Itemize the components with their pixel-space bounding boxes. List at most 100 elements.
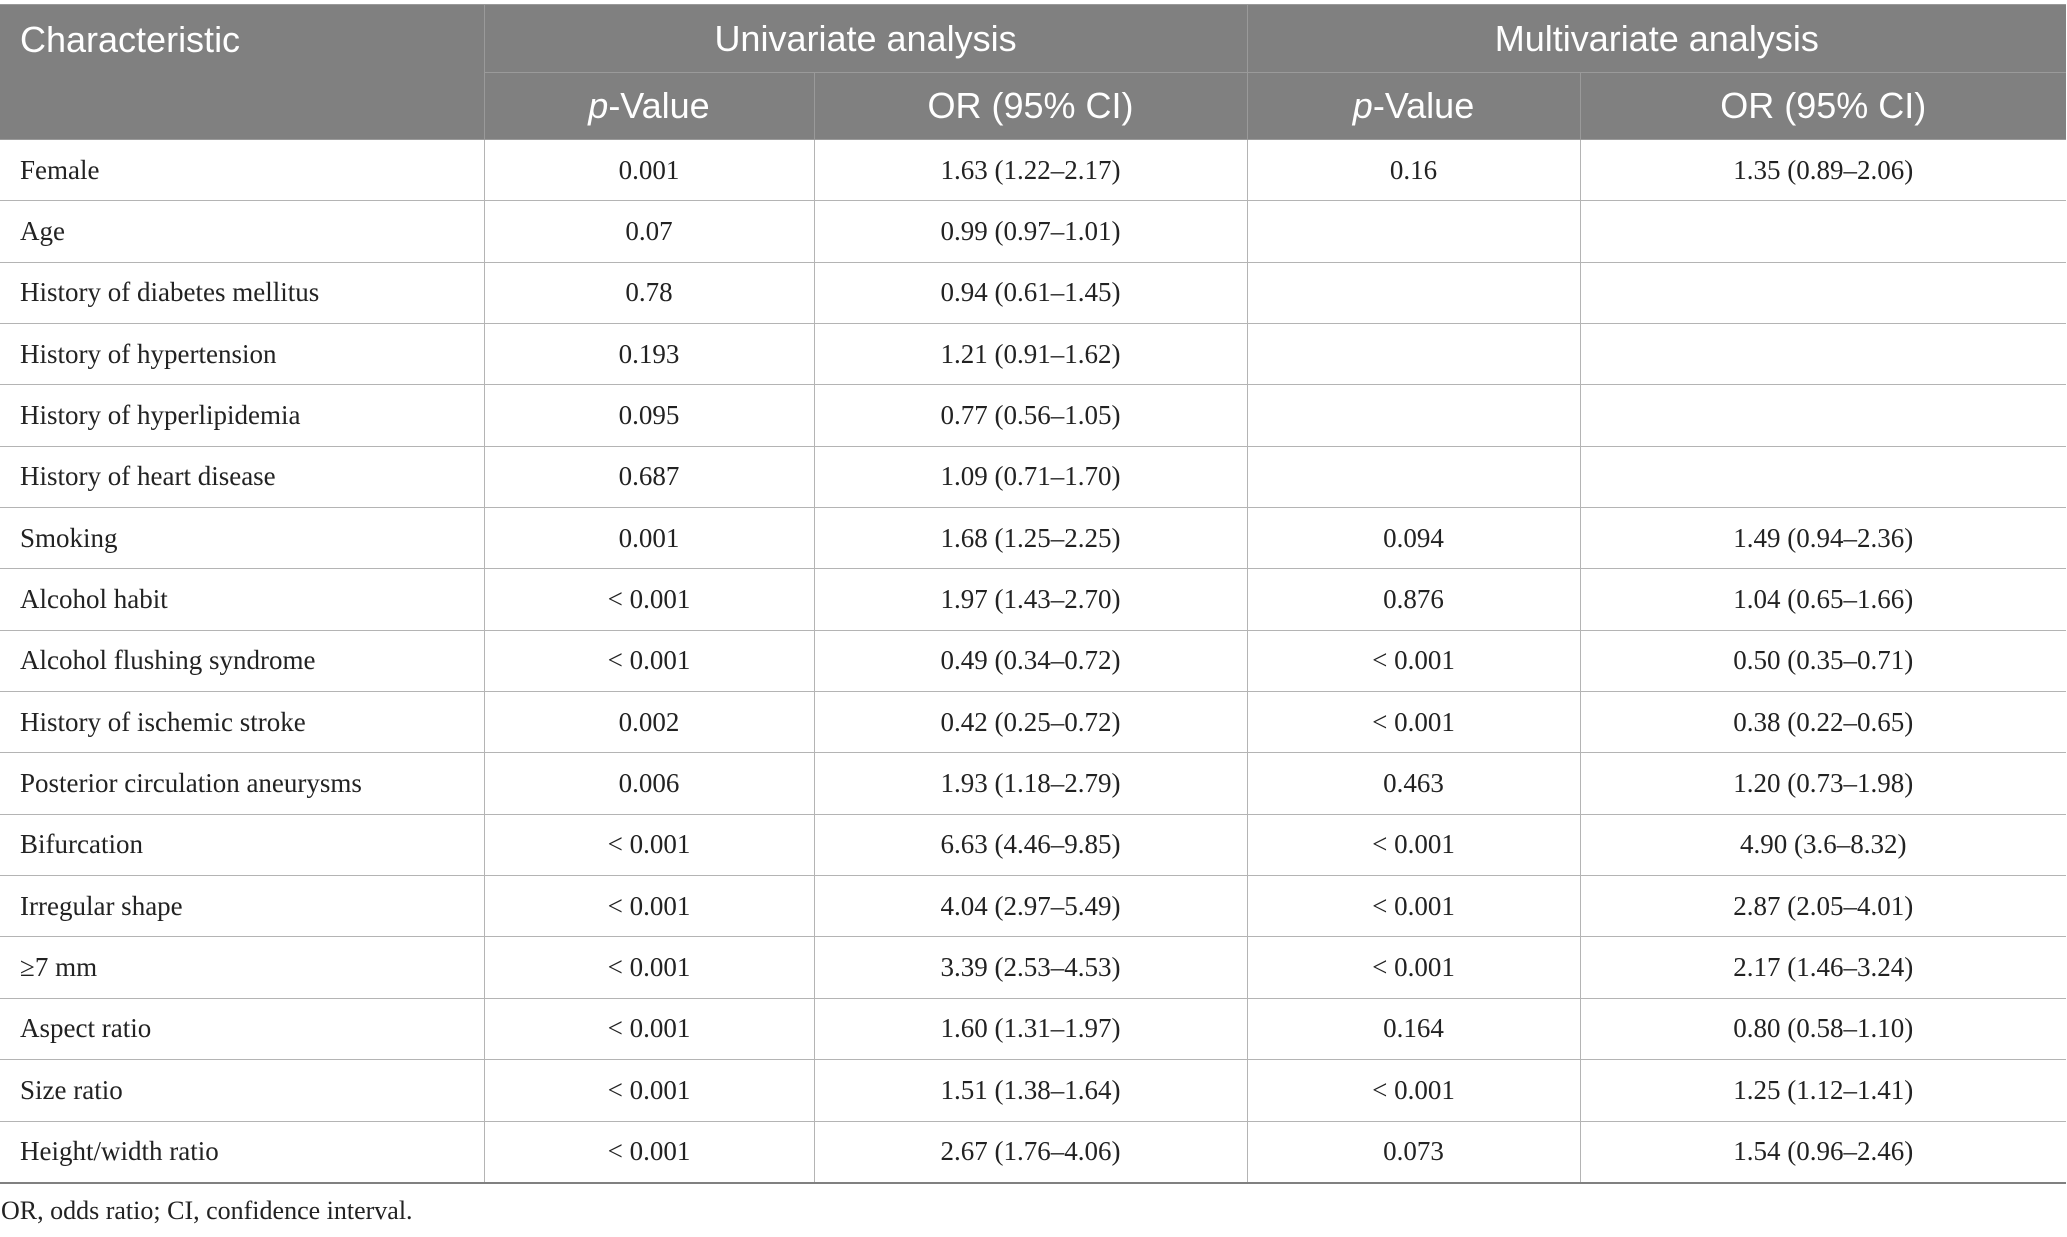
- cell-multivariate-p-value: 0.16: [1246, 138, 1581, 202]
- table-row: ≥7 mm < 0.001 3.39 (2.53–4.53) < 0.001 2.17 …: [0, 936, 2067, 999]
- cell-univariate-p-value: < 0.001: [483, 629, 815, 693]
- cell-univariate-p-value: 0.07: [483, 200, 815, 263]
- header-characteristic: Characteristic: [0, 4, 485, 140]
- header-univariate-or-ci: OR (95% CI): [813, 72, 1248, 140]
- cell-univariate-p-value: 0.002: [483, 691, 815, 754]
- cell-univariate-or-ci: 1.60 (1.31–1.97): [813, 997, 1248, 1061]
- cell-multivariate-p-value: [1246, 261, 1581, 325]
- cell-characteristic: History of hyperlipidemia: [0, 384, 485, 447]
- table-row: Smoking 0.001 1.68 (1.25–2.25) 0.094 1.49 (0…: [0, 507, 2067, 570]
- cell-multivariate-or-ci: [1579, 261, 2067, 325]
- table-row: Irregular shape < 0.001 4.04 (2.97–5.49) < …: [0, 875, 2067, 938]
- table-row: Height/width ratio < 0.001 2.67 (1.76–4.06…: [0, 1120, 2067, 1184]
- cell-multivariate-or-ci: [1579, 445, 2067, 509]
- cell-univariate-p-value: 0.095: [483, 384, 815, 447]
- table-row: Posterior circulation aneurysms 0.006 1.93…: [0, 752, 2067, 815]
- table-row: History of hyperlipidemia 0.095 0.77 (0.56…: [0, 384, 2067, 447]
- table-row: History of heart disease 0.687 1.09 (0.71–…: [0, 445, 2067, 509]
- cell-characteristic: Height/width ratio: [0, 1120, 485, 1184]
- header-multivariate-analysis: Multivariate analysis: [1246, 4, 2067, 73]
- table-row: Aspect ratio < 0.001 1.60 (1.31–1.97) 0.164…: [0, 997, 2067, 1061]
- cell-multivariate-p-value: < 0.001: [1246, 875, 1581, 938]
- cell-characteristic: History of diabetes mellitus: [0, 261, 485, 325]
- cell-multivariate-p-value: 0.876: [1246, 568, 1581, 631]
- cell-multivariate-or-ci: 4.90 (3.6–8.32): [1579, 813, 2067, 877]
- cell-multivariate-p-value: < 0.001: [1246, 629, 1581, 693]
- cell-univariate-or-ci: 1.97 (1.43–2.70): [813, 568, 1248, 631]
- results-table-container: Characteristic Univariate analysis Multi…: [0, 4, 2067, 1184]
- header-univariate-analysis: Univariate analysis: [483, 4, 1248, 73]
- cell-univariate-p-value: < 0.001: [483, 568, 815, 631]
- table-body: Female 0.001 1.63 (1.22–2.17) 0.16 1.35 (0.8…: [0, 138, 2067, 1184]
- cell-characteristic: History of hypertension: [0, 323, 485, 386]
- cell-characteristic: Posterior circulation aneurysms: [0, 752, 485, 815]
- cell-characteristic: Female: [0, 138, 485, 202]
- cell-multivariate-p-value: 0.094: [1246, 507, 1581, 570]
- cell-univariate-or-ci: 0.49 (0.34–0.72): [813, 629, 1248, 693]
- cell-multivariate-or-ci: 0.38 (0.22–0.65): [1579, 691, 2067, 754]
- cell-univariate-or-ci: 1.51 (1.38–1.64): [813, 1059, 1248, 1122]
- cell-multivariate-p-value: 0.463: [1246, 752, 1581, 815]
- cell-univariate-or-ci: 1.21 (0.91–1.62): [813, 323, 1248, 386]
- cell-univariate-or-ci: 1.68 (1.25–2.25): [813, 507, 1248, 570]
- cell-multivariate-or-ci: 0.50 (0.35–0.71): [1579, 629, 2067, 693]
- cell-univariate-p-value: 0.687: [483, 445, 815, 509]
- cell-univariate-or-ci: 6.63 (4.46–9.85): [813, 813, 1248, 877]
- table-row: History of hypertension 0.193 1.21 (0.91–1…: [0, 323, 2067, 386]
- cell-characteristic: History of ischemic stroke: [0, 691, 485, 754]
- cell-univariate-p-value: 0.001: [483, 507, 815, 570]
- cell-characteristic: ≥7 mm: [0, 936, 485, 999]
- cell-multivariate-p-value: [1246, 445, 1581, 509]
- cell-characteristic: Age: [0, 200, 485, 263]
- cell-multivariate-p-value: [1246, 384, 1581, 447]
- cell-characteristic: Aspect ratio: [0, 997, 485, 1061]
- cell-characteristic: Alcohol flushing syndrome: [0, 629, 485, 693]
- cell-characteristic: History of heart disease: [0, 445, 485, 509]
- cell-univariate-or-ci: 1.93 (1.18–2.79): [813, 752, 1248, 815]
- header-multivariate-or-ci: OR (95% CI): [1579, 72, 2067, 140]
- cell-univariate-or-ci: 0.94 (0.61–1.45): [813, 261, 1248, 325]
- cell-univariate-p-value: < 0.001: [483, 1059, 815, 1122]
- cell-characteristic: Size ratio: [0, 1059, 485, 1122]
- cell-multivariate-or-ci: 1.04 (0.65–1.66): [1579, 568, 2067, 631]
- cell-characteristic: Alcohol habit: [0, 568, 485, 631]
- cell-multivariate-or-ci: 0.80 (0.58–1.10): [1579, 997, 2067, 1061]
- table-header: Characteristic Univariate analysis Multi…: [0, 4, 2067, 140]
- p-value-suffix: -Value: [608, 85, 710, 126]
- cell-multivariate-or-ci: 1.54 (0.96–2.46): [1579, 1120, 2067, 1184]
- cell-multivariate-or-ci: 1.35 (0.89–2.06): [1579, 138, 2067, 202]
- table-row: History of ischemic stroke 0.002 0.42 (0.2…: [0, 691, 2067, 754]
- cell-multivariate-p-value: < 0.001: [1246, 813, 1581, 877]
- header-univariate-p-value: p-Value: [484, 72, 815, 140]
- table-row: History of diabetes mellitus 0.78 0.94 (0.…: [0, 261, 2067, 325]
- cell-univariate-p-value: 0.78: [483, 261, 815, 325]
- cell-univariate-or-ci: 0.77 (0.56–1.05): [813, 384, 1248, 447]
- cell-univariate-p-value: < 0.001: [483, 1120, 815, 1184]
- regression-results-table: Characteristic Univariate analysis Multi…: [0, 4, 2067, 1184]
- table-row: Alcohol flushing syndrome < 0.001 0.49 (0.…: [0, 629, 2067, 693]
- cell-univariate-p-value: 0.193: [483, 323, 815, 386]
- cell-multivariate-or-ci: 2.87 (2.05–4.01): [1579, 875, 2067, 938]
- cell-multivariate-p-value: [1246, 323, 1581, 386]
- cell-characteristic: Irregular shape: [0, 875, 485, 938]
- p-value-suffix: -Value: [1372, 85, 1475, 126]
- cell-univariate-p-value: 0.001: [483, 138, 815, 202]
- p-letter: p: [1352, 85, 1373, 126]
- cell-multivariate-p-value: 0.073: [1246, 1120, 1581, 1184]
- cell-multivariate-or-ci: [1579, 323, 2067, 386]
- cell-univariate-p-value: < 0.001: [483, 813, 815, 877]
- cell-multivariate-p-value: 0.164: [1246, 997, 1581, 1061]
- cell-characteristic: Smoking: [0, 507, 485, 570]
- table-footnote: OR, odds ratio; CI, confidence interval.: [1, 1196, 413, 1225]
- cell-multivariate-or-ci: 2.17 (1.46–3.24): [1579, 936, 2067, 999]
- cell-multivariate-or-ci: 1.49 (0.94–2.36): [1579, 507, 2067, 570]
- cell-univariate-or-ci: 3.39 (2.53–4.53): [813, 936, 1248, 999]
- cell-multivariate-or-ci: [1579, 200, 2067, 263]
- cell-univariate-p-value: 0.006: [483, 752, 815, 815]
- cell-multivariate-or-ci: 1.25 (1.12–1.41): [1579, 1059, 2067, 1122]
- cell-characteristic: Bifurcation: [0, 813, 485, 877]
- header-multivariate-p-value: p-Value: [1246, 72, 1581, 140]
- table-row: Size ratio < 0.001 1.51 (1.38–1.64) < 0.001…: [0, 1059, 2067, 1122]
- cell-multivariate-or-ci: [1579, 384, 2067, 447]
- table-row: Alcohol habit < 0.001 1.97 (1.43–2.70) 0.87…: [0, 568, 2067, 631]
